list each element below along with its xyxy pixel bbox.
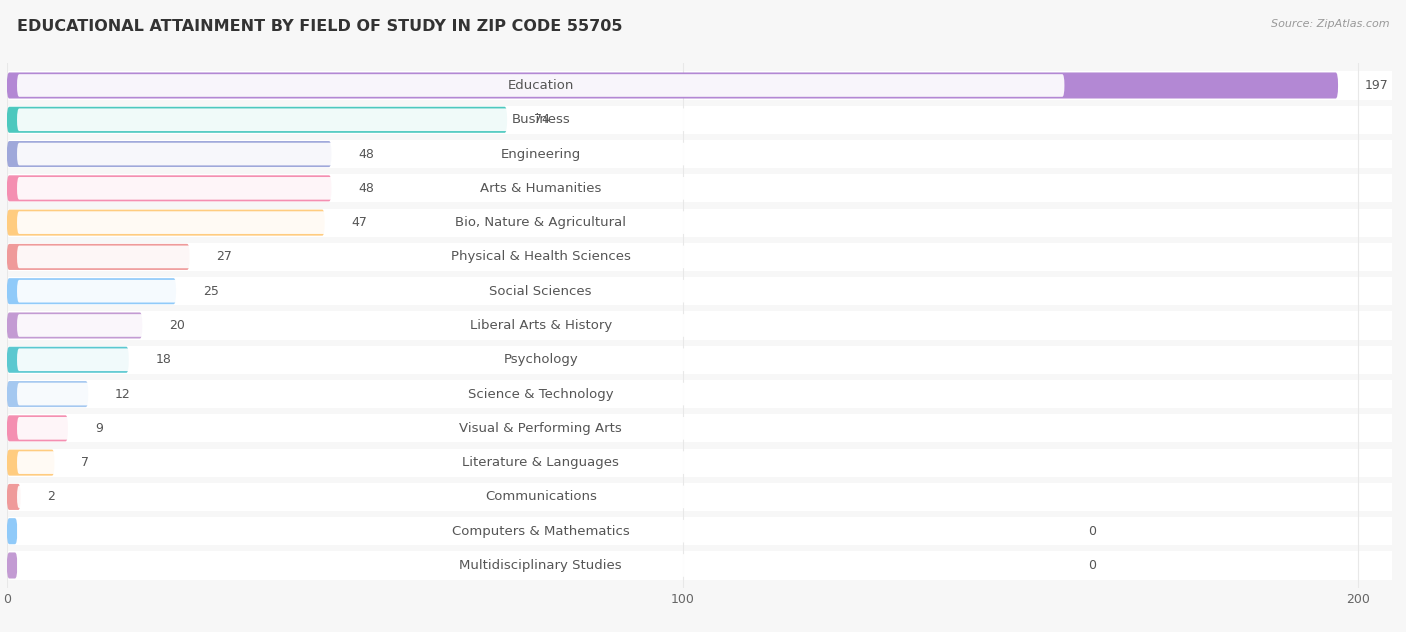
Text: Education: Education (508, 79, 574, 92)
FancyBboxPatch shape (7, 107, 508, 133)
FancyBboxPatch shape (17, 485, 1064, 508)
FancyBboxPatch shape (17, 348, 1064, 371)
FancyBboxPatch shape (7, 244, 190, 270)
Text: Psychology: Psychology (503, 353, 578, 367)
Text: 25: 25 (202, 284, 219, 298)
Text: 48: 48 (359, 147, 374, 161)
FancyBboxPatch shape (0, 209, 1399, 236)
Text: Physical & Health Sciences: Physical & Health Sciences (451, 250, 631, 264)
Text: Literature & Languages: Literature & Languages (463, 456, 619, 469)
FancyBboxPatch shape (17, 314, 1064, 337)
FancyBboxPatch shape (7, 415, 67, 441)
Text: 18: 18 (156, 353, 172, 367)
FancyBboxPatch shape (0, 277, 1399, 305)
Text: Visual & Performing Arts: Visual & Performing Arts (460, 422, 621, 435)
FancyBboxPatch shape (0, 312, 1399, 339)
FancyBboxPatch shape (7, 210, 325, 236)
FancyBboxPatch shape (0, 483, 1399, 511)
Text: 197: 197 (1365, 79, 1389, 92)
FancyBboxPatch shape (0, 174, 1399, 202)
FancyBboxPatch shape (7, 73, 1339, 99)
FancyBboxPatch shape (17, 177, 1064, 200)
FancyBboxPatch shape (7, 552, 17, 578)
FancyBboxPatch shape (7, 278, 176, 304)
FancyBboxPatch shape (17, 143, 1064, 166)
FancyBboxPatch shape (7, 347, 129, 373)
FancyBboxPatch shape (0, 140, 1399, 168)
FancyBboxPatch shape (7, 175, 332, 202)
FancyBboxPatch shape (0, 551, 1399, 580)
FancyBboxPatch shape (17, 417, 1064, 440)
FancyBboxPatch shape (17, 554, 1064, 577)
Text: 0: 0 (1088, 559, 1095, 572)
FancyBboxPatch shape (0, 71, 1399, 100)
Text: Engineering: Engineering (501, 147, 581, 161)
FancyBboxPatch shape (0, 346, 1399, 374)
FancyBboxPatch shape (17, 246, 1064, 268)
FancyBboxPatch shape (7, 518, 17, 544)
FancyBboxPatch shape (0, 380, 1399, 408)
Text: Science & Technology: Science & Technology (468, 387, 613, 401)
FancyBboxPatch shape (7, 141, 332, 167)
FancyBboxPatch shape (7, 484, 21, 510)
Text: 12: 12 (115, 387, 131, 401)
FancyBboxPatch shape (17, 451, 1064, 474)
FancyBboxPatch shape (17, 211, 1064, 234)
Text: Communications: Communications (485, 490, 596, 504)
FancyBboxPatch shape (17, 383, 1064, 405)
Text: Bio, Nature & Agricultural: Bio, Nature & Agricultural (456, 216, 626, 229)
FancyBboxPatch shape (0, 449, 1399, 477)
FancyBboxPatch shape (17, 109, 1064, 131)
FancyBboxPatch shape (7, 381, 89, 407)
Text: 74: 74 (534, 113, 550, 126)
FancyBboxPatch shape (0, 517, 1399, 545)
FancyBboxPatch shape (0, 106, 1399, 134)
Text: Business: Business (512, 113, 569, 126)
Text: 48: 48 (359, 182, 374, 195)
Text: Social Sciences: Social Sciences (489, 284, 592, 298)
FancyBboxPatch shape (17, 280, 1064, 303)
Text: 7: 7 (82, 456, 90, 469)
FancyBboxPatch shape (0, 243, 1399, 271)
Text: 2: 2 (48, 490, 55, 504)
Text: 20: 20 (169, 319, 186, 332)
Text: 0: 0 (1088, 525, 1095, 538)
FancyBboxPatch shape (7, 449, 55, 476)
FancyBboxPatch shape (17, 74, 1064, 97)
Text: 47: 47 (352, 216, 367, 229)
FancyBboxPatch shape (17, 520, 1064, 542)
Text: Multidisciplinary Studies: Multidisciplinary Studies (460, 559, 621, 572)
Text: EDUCATIONAL ATTAINMENT BY FIELD OF STUDY IN ZIP CODE 55705: EDUCATIONAL ATTAINMENT BY FIELD OF STUDY… (17, 19, 623, 34)
FancyBboxPatch shape (0, 415, 1399, 442)
Text: Source: ZipAtlas.com: Source: ZipAtlas.com (1271, 19, 1389, 29)
Text: 27: 27 (217, 250, 232, 264)
Text: Computers & Mathematics: Computers & Mathematics (451, 525, 630, 538)
Text: 9: 9 (94, 422, 103, 435)
Text: Liberal Arts & History: Liberal Arts & History (470, 319, 612, 332)
FancyBboxPatch shape (7, 312, 142, 339)
Text: Arts & Humanities: Arts & Humanities (479, 182, 602, 195)
